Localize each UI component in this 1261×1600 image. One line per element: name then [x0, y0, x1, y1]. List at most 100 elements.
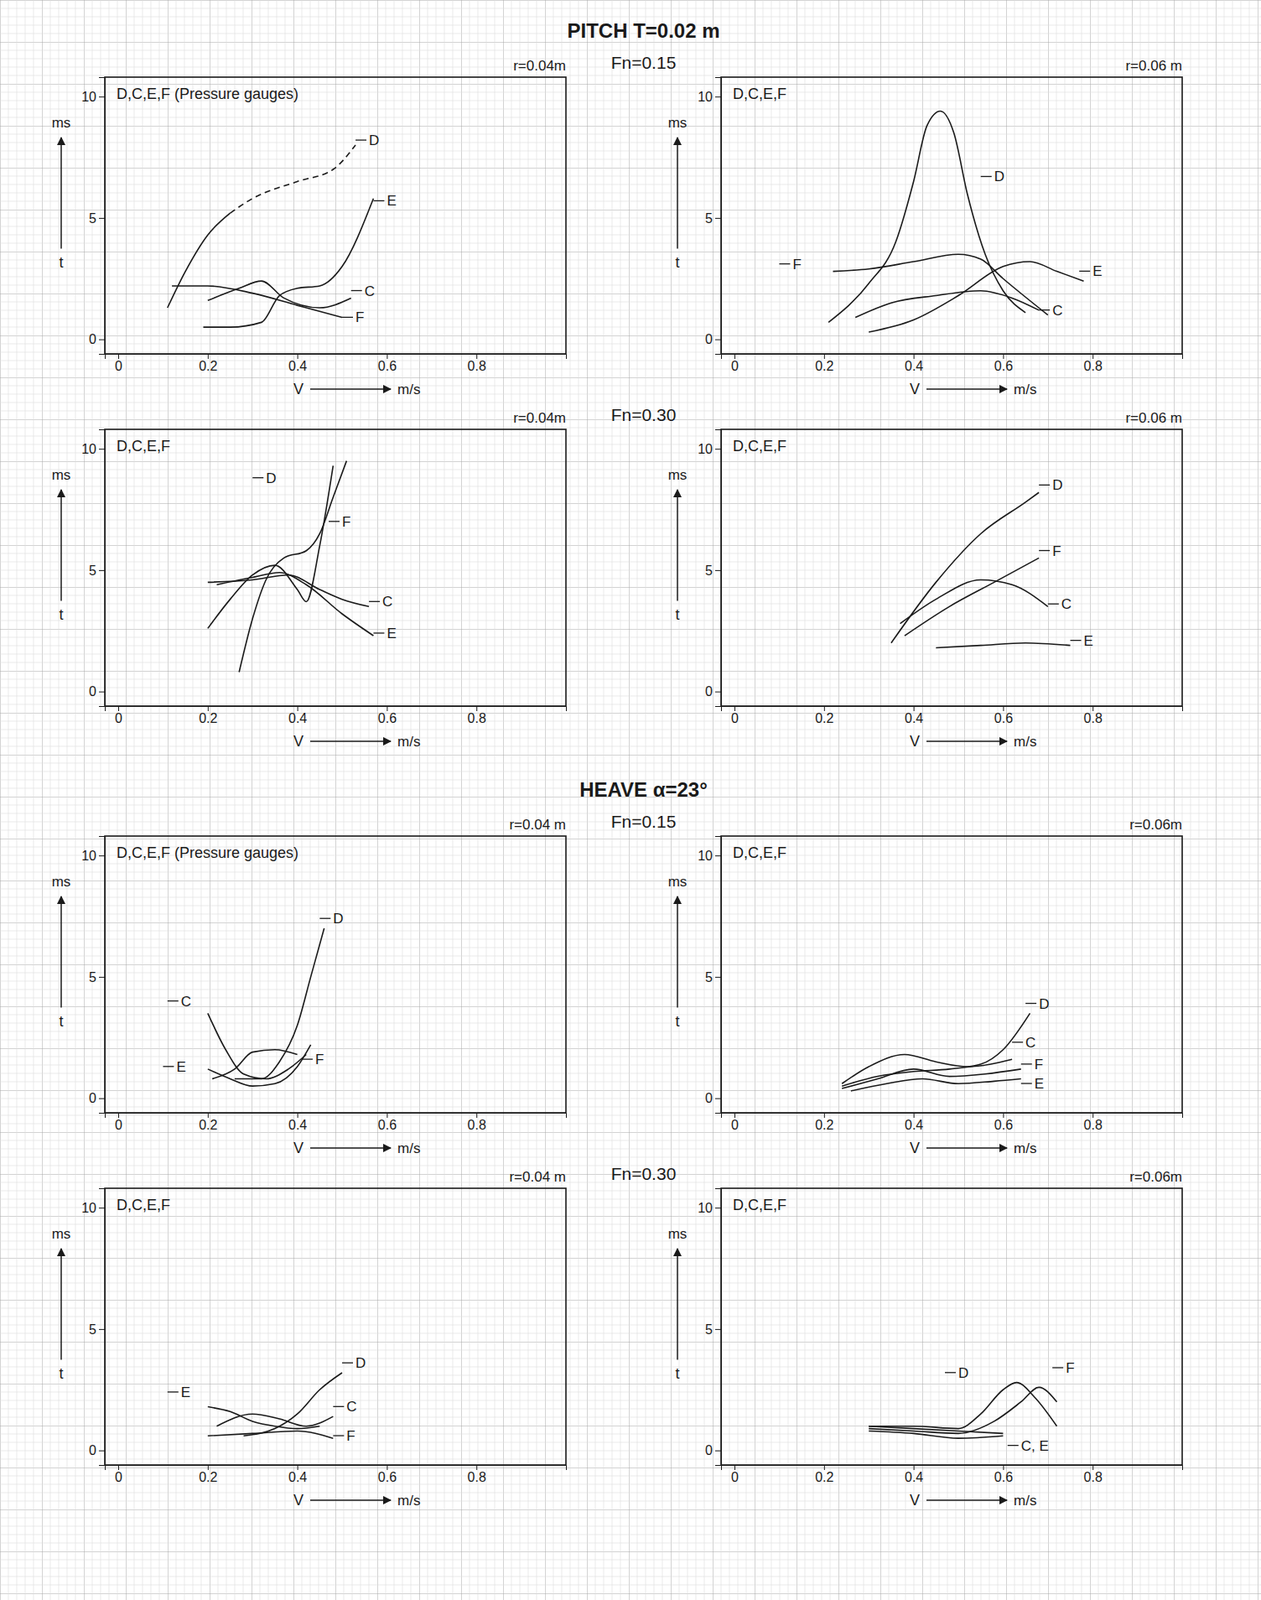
data-line	[234, 928, 325, 1079]
y-axis-title-symbol: t	[674, 606, 680, 623]
x-tick: 0.8	[467, 705, 487, 726]
x-tick-label: 0.2	[814, 1469, 834, 1485]
label-leader	[1070, 639, 1082, 641]
x-axis: 00.20.40.60.8	[721, 705, 1184, 726]
x-axis-unit: m/s	[397, 733, 421, 750]
x-axis: 00.20.40.60.8	[105, 353, 567, 374]
panel-title: D,C,E,F	[732, 1196, 787, 1214]
x-tick-label: 0.2	[814, 358, 834, 374]
x-axis-title: V	[909, 732, 920, 750]
panel-subtitle: r=0.06m	[1129, 1168, 1183, 1185]
label-leader	[1025, 1002, 1037, 1004]
data-line	[202, 198, 374, 327]
y-axis-line	[715, 1188, 722, 1466]
x-axis-unit: m/s	[1013, 381, 1037, 398]
y-axis: 0510	[697, 836, 722, 1114]
y-axis-title: ms	[51, 114, 72, 131]
label-leader	[301, 1058, 313, 1059]
panel-subtitle: r=0.06 m	[1125, 57, 1183, 74]
x-tick-label: 0	[731, 710, 739, 726]
plot-frame	[104, 835, 566, 1113]
curve-label: D	[368, 132, 379, 149]
y-tick-label: 5	[88, 563, 97, 578]
data-line	[828, 111, 1026, 323]
x-tick-mark	[476, 353, 478, 359]
data-line	[891, 492, 1039, 643]
x-tick-mark	[118, 1112, 120, 1118]
label-leader	[980, 176, 992, 177]
x-tick-label: 0.6	[378, 1117, 397, 1132]
panel-title: D,C,E,F	[116, 1196, 171, 1214]
curve-label: C, E	[1021, 1437, 1049, 1454]
x-tick-mark	[297, 353, 299, 359]
y-tick: 5	[705, 211, 722, 226]
y-axis-arrow	[60, 137, 63, 250]
y-tick: 5	[705, 970, 722, 985]
y-axis-line	[98, 77, 106, 355]
y-tick-label: 10	[81, 848, 97, 863]
y-tick: 10	[81, 848, 105, 863]
x-tick: 0.6	[994, 705, 1013, 726]
x-tick-label: 0.2	[198, 710, 218, 726]
x-tick-mark	[824, 705, 826, 711]
y-tick: 10	[81, 89, 105, 104]
x-axis: 00.20.40.60.8	[105, 1112, 567, 1132]
label-leader	[167, 1000, 179, 1002]
y-tick: 0	[88, 1090, 105, 1106]
data-line	[868, 1382, 1057, 1429]
panel-title: D,C,E,F	[732, 85, 787, 103]
x-axis: 00.20.40.60.8	[105, 1464, 567, 1485]
y-tick-mark	[98, 1450, 105, 1452]
data-line	[207, 465, 334, 628]
y-axis-line	[715, 836, 722, 1114]
x-axis-title: V	[293, 732, 304, 750]
label-leader	[1007, 1444, 1019, 1446]
curve-label: F	[1034, 1056, 1044, 1073]
y-tick-label: 5	[88, 211, 97, 226]
lines	[207, 928, 325, 1086]
y-tick-label: 10	[697, 1200, 713, 1215]
plot-frame	[721, 835, 1183, 1113]
x-tick: 0	[114, 353, 123, 374]
x-tick: 0.2	[198, 705, 218, 726]
label-leader	[167, 1390, 179, 1392]
plot-frame	[721, 1188, 1183, 1465]
x-tick: 0.2	[814, 705, 834, 726]
curve-label: E	[386, 625, 396, 642]
x-tick-mark	[913, 1464, 915, 1470]
y-axis-line	[98, 1188, 106, 1466]
x-tick: 0.8	[1084, 1112, 1103, 1132]
lines	[891, 492, 1071, 648]
x-tick-label: 0.4	[904, 358, 924, 374]
y-tick-mark	[715, 855, 722, 857]
x-axis-line	[105, 1465, 567, 1471]
data-line	[900, 579, 1049, 623]
x-axis: 00.20.40.60.8	[721, 1112, 1184, 1132]
x-tick-label: 0.6	[994, 1117, 1013, 1132]
y-tick-mark	[98, 96, 105, 98]
label-leader	[373, 200, 385, 202]
label-leader	[1048, 603, 1059, 605]
curve-label: E	[1092, 263, 1102, 280]
label-leader	[1038, 484, 1050, 486]
y-tick: 10	[81, 441, 105, 457]
y-tick: 5	[705, 1322, 722, 1337]
panel: r=0.04 mD,C,E,F00.20.40.60.80510mstVm/sD…	[51, 1168, 567, 1509]
label-leader	[368, 601, 380, 602]
data-line	[212, 1049, 297, 1080]
x-tick-mark	[1092, 1464, 1094, 1470]
y-axis-title: ms	[51, 873, 72, 890]
x-tick-label: 0.8	[467, 710, 487, 726]
x-tick-label: 0	[114, 358, 123, 374]
y-tick: 10	[697, 848, 722, 863]
x-tick-label: 0.4	[288, 358, 307, 374]
y-axis-arrow	[676, 1248, 679, 1360]
y-tick: 10	[697, 1200, 722, 1215]
y-axis-title-symbol: t	[58, 254, 63, 271]
y-tick: 5	[88, 563, 105, 578]
plot-frame	[104, 77, 566, 354]
curve-label: C	[1052, 302, 1063, 319]
panel-subtitle: r=0.04 m	[508, 816, 566, 833]
label-leader	[1052, 1366, 1064, 1368]
y-tick-mark	[715, 570, 722, 571]
